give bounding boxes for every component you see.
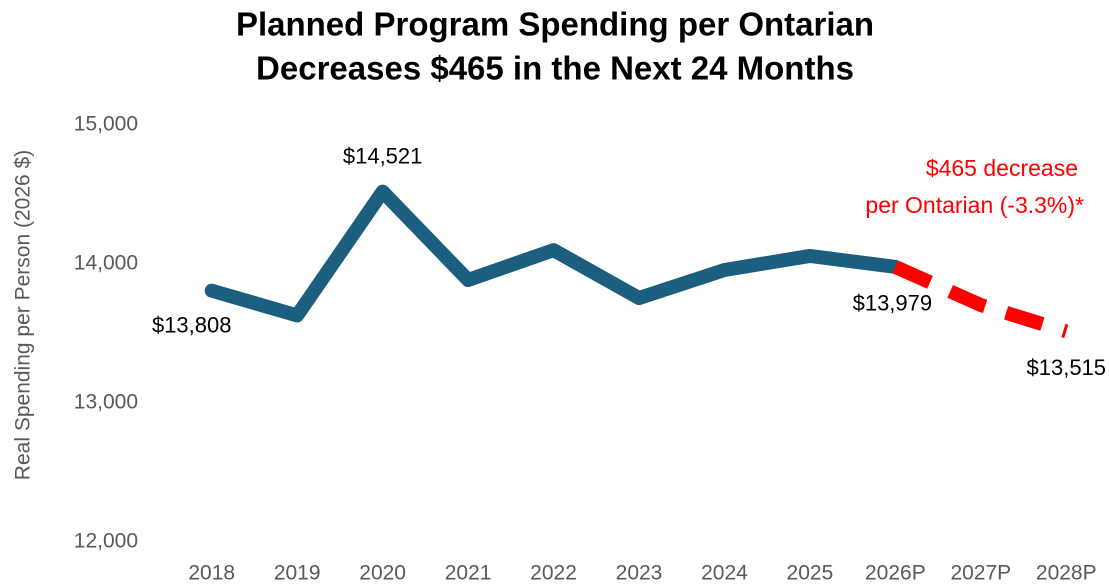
x-tick-label: 2026P <box>865 562 926 585</box>
y-tick-label: 13,000 <box>74 391 138 414</box>
line <box>204 184 903 323</box>
x-tick-label: 2027P <box>950 562 1011 585</box>
line <box>892 260 1069 339</box>
annotation: per Ontarian (-3.3%)* <box>865 192 1084 218</box>
data-label: $13,808 <box>152 313 232 338</box>
data-label: $13,979 <box>853 291 933 316</box>
annotation: $465 decrease <box>926 155 1078 181</box>
x-tick-label: 2022 <box>530 562 577 585</box>
x-tick-label: 2021 <box>445 562 492 585</box>
chart-title: Planned Program Spending per Ontarian <box>236 6 874 43</box>
x-tick-label: 2020 <box>359 562 406 585</box>
y-axis-label: Real Spending per Person (2026 $) <box>12 150 35 480</box>
x-tick-label: 2024 <box>701 562 748 585</box>
x-tick-label: 2019 <box>274 562 321 585</box>
x-tick-label: 2018 <box>188 562 235 585</box>
y-tick-label: 14,000 <box>74 252 138 275</box>
data-label: $14,521 <box>343 143 423 168</box>
y-tick-label: 12,000 <box>74 530 138 553</box>
chart-title: Decreases $465 in the Next 24 Months <box>256 50 854 87</box>
x-tick-label: 2028P <box>1036 562 1097 585</box>
y-tick-label: 15,000 <box>74 113 138 136</box>
x-tick-label: 2025 <box>787 562 834 585</box>
data-label: $13,515 <box>1027 355 1107 380</box>
x-tick-label: 2023 <box>616 562 663 585</box>
